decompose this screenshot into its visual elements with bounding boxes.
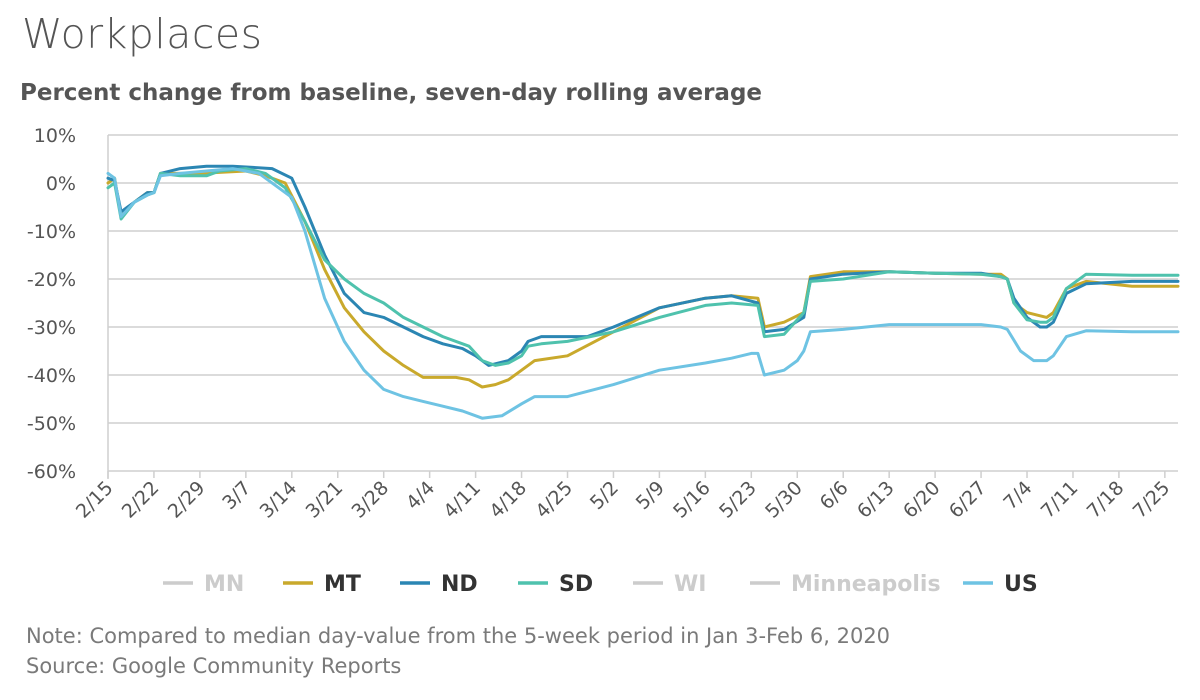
x-tick-label: 4/18	[485, 477, 531, 523]
x-tick-label: 3/14	[256, 477, 302, 523]
series-line-sd	[106, 167, 1180, 367]
x-tick-label: 2/15	[72, 477, 118, 523]
y-tick-label: -60%	[27, 461, 76, 483]
legend-item-us[interactable]: US	[963, 572, 1038, 597]
chart-note: Note: Compared to median day-value from …	[26, 624, 891, 648]
x-tick-label: 6/20	[899, 477, 945, 523]
x-tick-label: 7/18	[1083, 477, 1129, 523]
legend-label: Minneapolis	[791, 572, 941, 597]
legend[interactable]: MN MT ND SD WI Minneapolis US	[163, 572, 1038, 597]
legend-item-wi[interactable]: WI	[633, 572, 706, 597]
x-tick-label: 2/22	[118, 477, 164, 523]
y-tick-label: -30%	[27, 317, 76, 339]
chart-title: Workplaces	[22, 10, 263, 58]
y-tick-label: -20%	[27, 269, 76, 291]
x-tick-label: 5/16	[669, 477, 715, 523]
x-tick-label: 3/21	[302, 477, 348, 523]
x-tick-label: 7/4	[999, 477, 1036, 514]
legend-item-nd[interactable]: ND	[400, 572, 478, 597]
x-tick-label: 4/4	[402, 477, 439, 514]
legend-item-minneapolis[interactable]: Minneapolis	[750, 572, 941, 597]
x-tick-label: 5/9	[632, 477, 669, 514]
series-line-nd	[106, 164, 1180, 367]
y-tick-label: -40%	[27, 365, 76, 387]
legend-item-mn[interactable]: MN	[163, 572, 244, 597]
legend-label: MT	[324, 572, 361, 597]
x-tick-label: 5/2	[586, 477, 623, 514]
series-line-us	[106, 167, 1180, 420]
y-tick-label: -10%	[27, 221, 76, 243]
gridlines	[108, 134, 1178, 472]
series-lines	[106, 164, 1180, 420]
x-tick-label: 7/25	[1129, 477, 1175, 523]
y-axis: 10% 0% -10% -20% -30% -40% -50% -60%	[27, 125, 76, 483]
legend-label: WI	[674, 572, 706, 597]
x-tick-label: 3/28	[348, 477, 394, 523]
x-tick-label: 5/23	[715, 477, 761, 523]
legend-item-sd[interactable]: SD	[518, 572, 593, 597]
legend-label: US	[1004, 572, 1038, 597]
chart-source: Source: Google Community Reports	[26, 654, 402, 678]
x-tick-label: 2/29	[164, 477, 210, 523]
legend-label: SD	[559, 572, 593, 597]
x-tick-label: 6/6	[816, 477, 853, 514]
x-tick-label: 4/11	[439, 477, 485, 523]
legend-label: MN	[204, 572, 244, 597]
y-tick-label: 10%	[34, 125, 76, 147]
line-chart: 10% 0% -10% -20% -30% -40% -50% -60% 2/15 2/22 2/…	[27, 125, 1180, 597]
y-tick-label: 0%	[46, 173, 76, 195]
x-tick-label: 3/7	[218, 477, 255, 514]
legend-label: ND	[441, 572, 478, 597]
x-tick-label: 7/11	[1037, 477, 1083, 523]
legend-item-mt[interactable]: MT	[283, 572, 361, 597]
x-tick-label: 5/30	[761, 477, 807, 523]
x-tick-label: 6/27	[945, 477, 991, 523]
x-tick-label: 6/13	[853, 477, 899, 523]
x-tick-label: 4/25	[531, 477, 577, 523]
chart-subtitle: Percent change from baseline, seven-day …	[20, 80, 763, 106]
y-tick-label: -50%	[27, 413, 76, 435]
